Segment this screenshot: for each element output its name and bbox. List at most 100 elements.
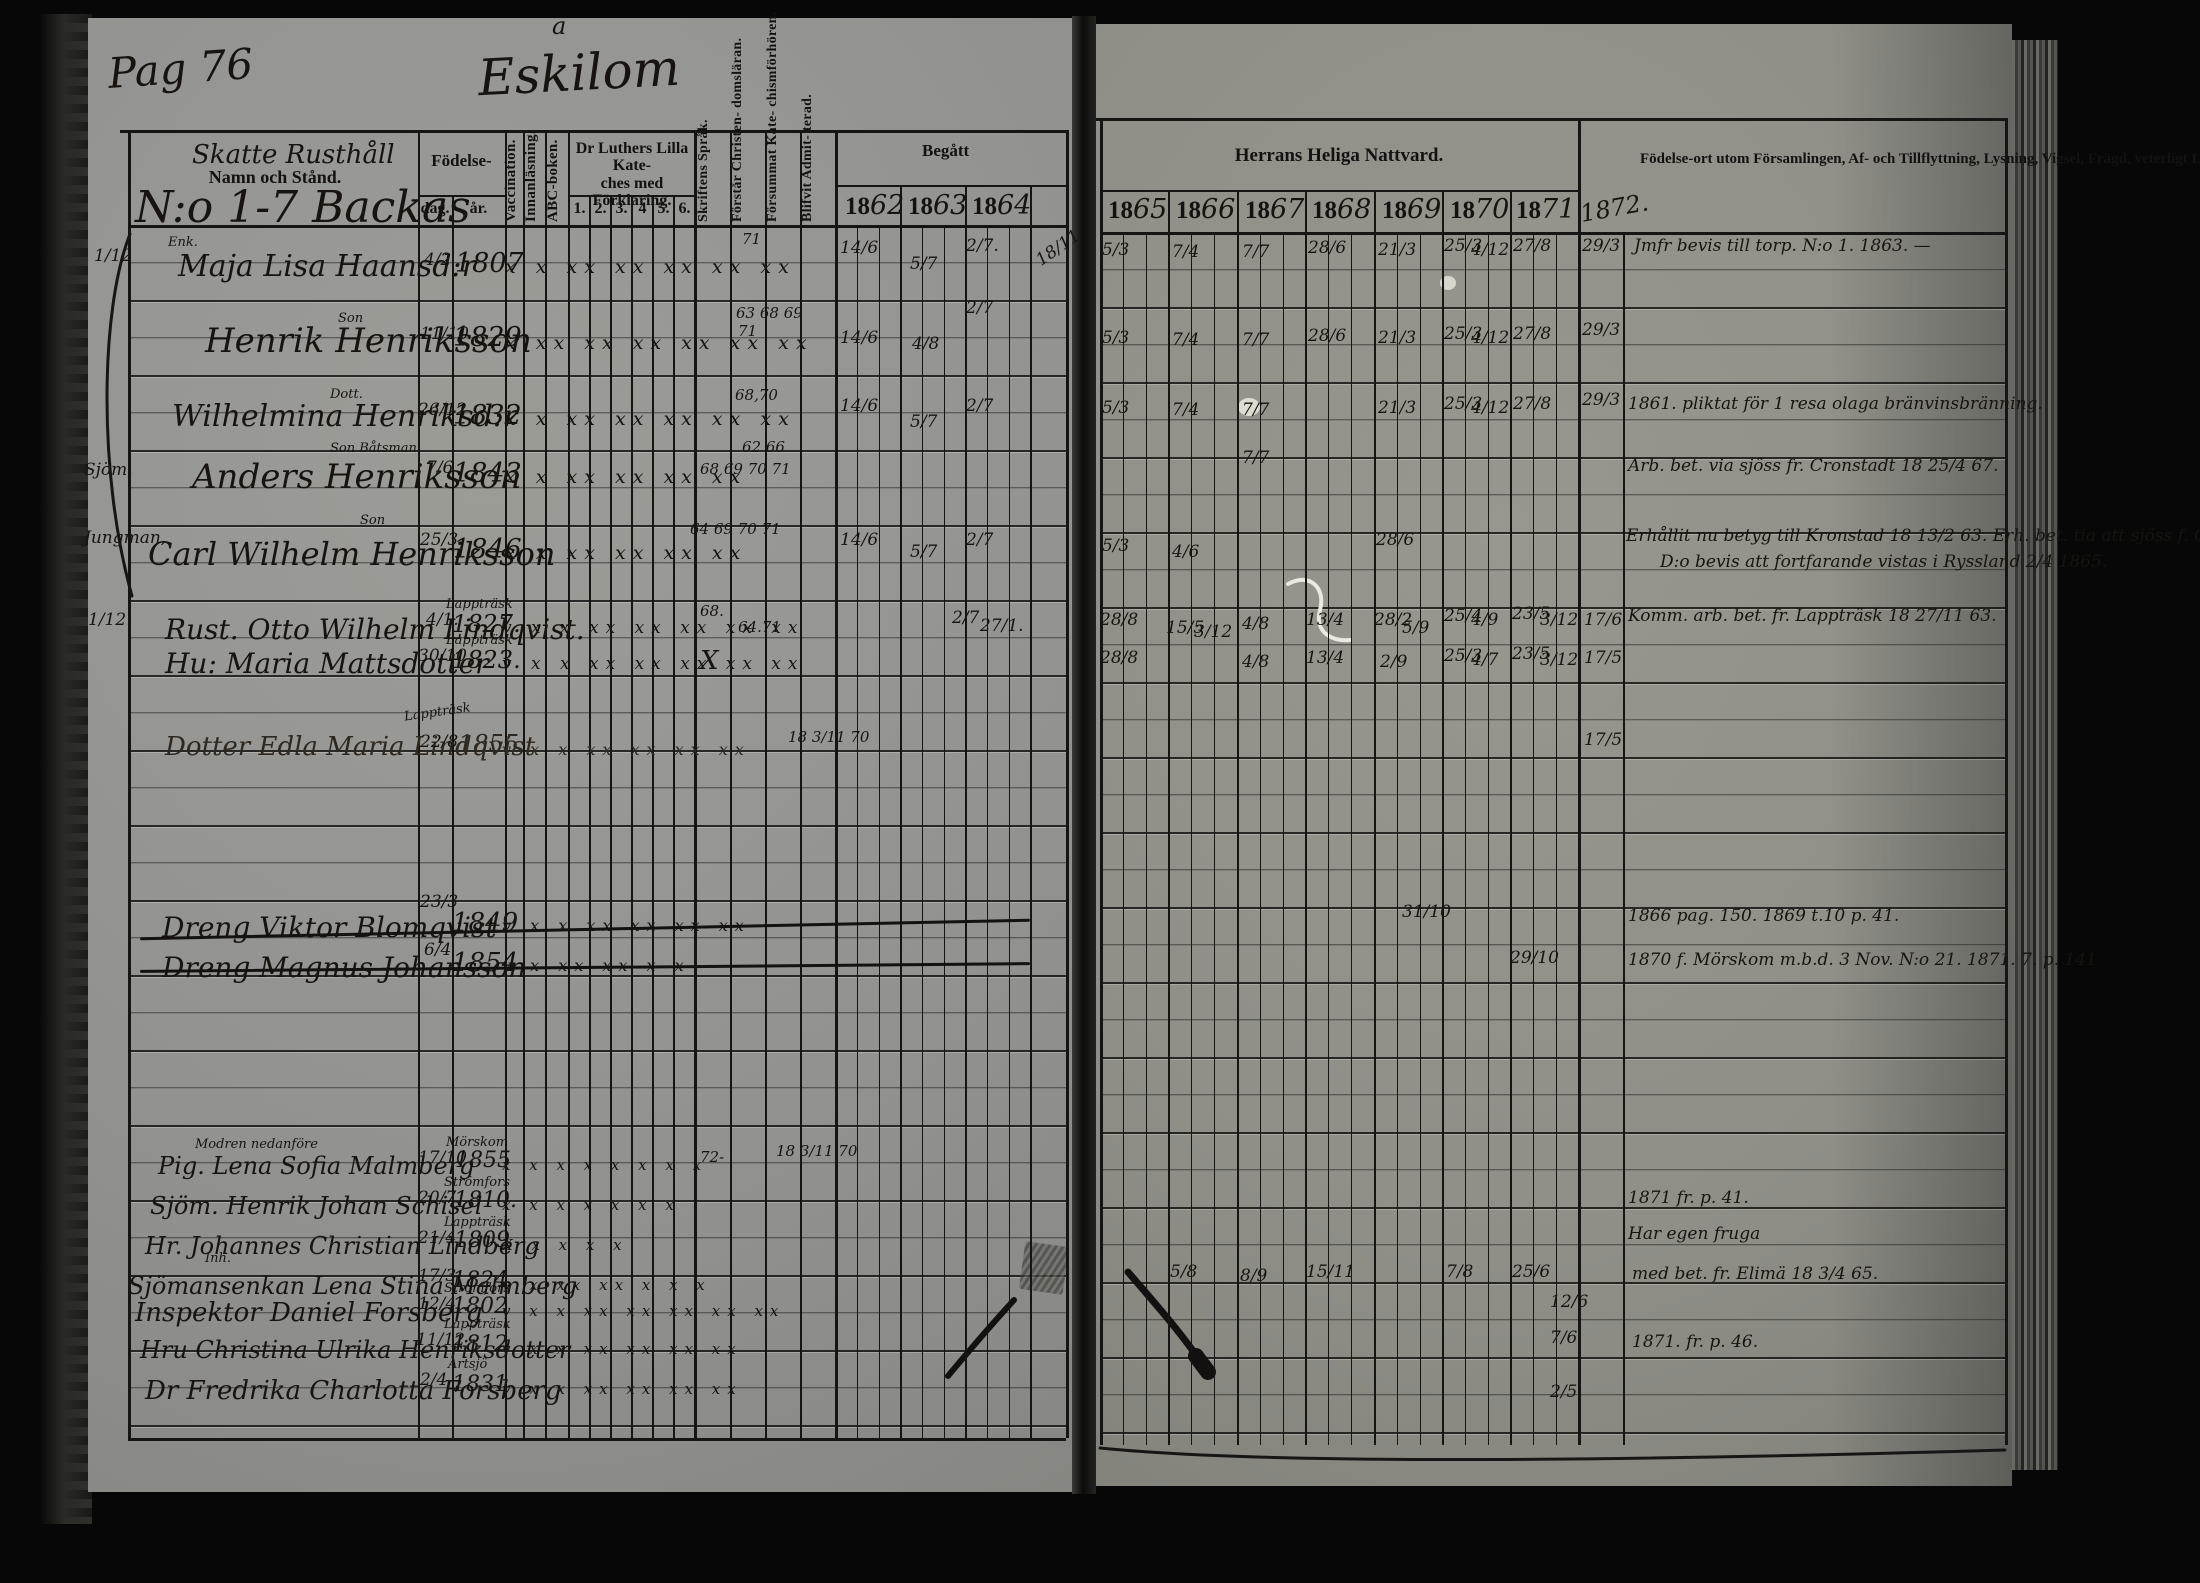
reading-marks: v x x xx xx xx xx (502, 1340, 743, 1358)
flourish-script: a (552, 12, 567, 40)
grid-vertical-line (1351, 232, 1353, 1445)
birth-year: 1827. (452, 610, 521, 638)
date-mark: 2/7 (966, 396, 994, 416)
grid-vertical-line (1556, 232, 1558, 1445)
grid-vertical-line (1623, 232, 1625, 1445)
communion-date: 4/12 (1471, 328, 1510, 348)
notes-entry: 1866 pag. 150. 1869 t.10 p. 41. (1628, 906, 1900, 926)
grid-vertical-line (730, 130, 732, 1438)
notes-entry: Komm. arb. bet. fr. Lappträsk 18 27/11 6… (1628, 606, 1997, 626)
household-script: N:o 1-7 Backas (135, 182, 471, 233)
grid-vertical-line (1146, 232, 1148, 1445)
notes-entry: 1871 fr. p. 41. (1628, 1188, 1749, 1208)
grid-vertical-line (694, 130, 697, 1438)
person-name: Sjöm. Henrik Johan Schisel (150, 1192, 483, 1220)
role-annotation: Artsjö (448, 1357, 488, 1372)
grid-vertical-line (879, 225, 881, 1438)
ledger-mark: X (700, 646, 719, 676)
grid-vertical-line (610, 195, 612, 1438)
grid-vertical-line (765, 130, 767, 1438)
person-name: Maja Lisa Haansd:r (178, 249, 476, 284)
grid-horizontal-line (1096, 118, 2005, 121)
grid-vertical-line (568, 130, 570, 1438)
year-header-printed: 18 (972, 193, 997, 220)
year-header-script: 63 (933, 190, 968, 221)
communion-date: 3/12 (1194, 622, 1233, 642)
role-annotation: Enk. (168, 235, 198, 250)
person-name: Sjömansenkan Lena Stina Malmberg (128, 1272, 578, 1300)
grid-vertical-line (1488, 232, 1490, 1445)
year-header-printed: 18 (1382, 197, 1407, 224)
communion-date: 2/5 (1550, 1382, 1578, 1402)
grid-vertical-line (944, 225, 946, 1438)
scratch-mark (1018, 1241, 1070, 1295)
date-mark: 11/12 (416, 1330, 465, 1350)
reading-marks: v x x xx xx xx xx xx (502, 618, 805, 638)
kateches-number-header: 2. (594, 200, 607, 217)
person-name: Hr. Johannes Christian Lindberg (145, 1232, 540, 1260)
date-mark: 14/6 (840, 328, 879, 348)
grid-vertical-line (673, 195, 675, 1438)
grid-vertical-line (987, 225, 989, 1438)
reading-marks: x x x x x x x x (502, 1156, 709, 1174)
date-mark: 17/3 (418, 1266, 457, 1286)
date-mark: 20/7 (418, 1188, 457, 1208)
year-header-script: 65 (1133, 194, 1168, 225)
date-mark: 2/4 (420, 1370, 448, 1390)
communion-date: 7/4 (1172, 330, 1200, 350)
date-mark: 2/7 (952, 608, 980, 628)
parish-title-script: Eskilom (476, 38, 682, 108)
year-header: 1869 (1382, 196, 1441, 224)
communion-date: 5/9 (1402, 618, 1430, 638)
reading-marks: x x xx xx xx xx xx (505, 256, 796, 278)
reading-marks: x x xx xx xx xx xx (505, 408, 796, 430)
communion-date: 4/9 (1471, 610, 1499, 630)
notes-entry: 1861. pliktat för 1 resa olaga bränvinsb… (1628, 394, 2043, 414)
year-header-printed: 18 (1245, 197, 1270, 224)
communion-date: 27/8 (1513, 236, 1552, 256)
notes-entry: Har egen fruga (1628, 1224, 1761, 1244)
grid-vertical-line (1260, 232, 1262, 1445)
grid-vertical-line (128, 130, 131, 1438)
ledger-mark: 18 3/11 70 (776, 1142, 858, 1160)
reading-marks: v x x xx xx xx xx xx (502, 1302, 786, 1320)
year-header: 1870 (1450, 196, 1509, 224)
grid-vertical-line (857, 225, 859, 1438)
communion-date: 15/5 (1166, 618, 1205, 638)
kateches-number-header: 5. (657, 200, 670, 217)
communion-date: 4/8 (1242, 614, 1270, 634)
year-header-script: 66 (1201, 194, 1236, 225)
communion-date: 13/4 (1306, 610, 1345, 630)
grid-vertical-line (505, 130, 507, 1438)
birth-year: 1855 (455, 1148, 511, 1173)
rotated-column-header: Blifvit Admit- terad. (800, 93, 815, 222)
grid-vertical-line (2005, 118, 2008, 1445)
communion-date: 4/7 (1471, 650, 1499, 670)
year-header-printed: 18 (908, 193, 933, 220)
communion-date: 4/6 (1172, 542, 1200, 562)
birth-year: 1829 (453, 322, 522, 353)
communion-date: 21/3 (1378, 328, 1417, 348)
communion-date: 13/4 (1306, 648, 1345, 668)
person-name: Hru Christina Ulrika Henriksdotter (140, 1336, 571, 1364)
ledger-mark: 62 66 (742, 438, 785, 456)
margin-annotation: Jungman, (84, 528, 167, 548)
year-header: 1865 (1108, 196, 1167, 224)
kateches-number-header: 1. (573, 200, 586, 217)
date-mark: 2/7 (966, 298, 994, 318)
birth-year: 1802 (452, 1294, 508, 1319)
rotated-column-header: Förstår Christen- domsläran. (730, 38, 745, 222)
grid-vertical-line (1533, 232, 1535, 1445)
date-mark: 14/6 (840, 530, 879, 550)
role-annotation: Modren nedanföre (195, 1137, 318, 1152)
grid-vertical-line (900, 185, 902, 1438)
communion-date: 23/5 (1512, 644, 1551, 664)
notes-entry: Arb. bet. via sjöss fr. Cronstadt 18 25/… (1628, 456, 1999, 476)
communion-date-1872: 29/3 (1582, 236, 1621, 256)
right-table-ruling (1100, 232, 2005, 1445)
date-mark: 26/12 (418, 400, 467, 420)
birth-year: 1812 (452, 1332, 508, 1357)
year-header-printed: 18 (1108, 197, 1133, 224)
